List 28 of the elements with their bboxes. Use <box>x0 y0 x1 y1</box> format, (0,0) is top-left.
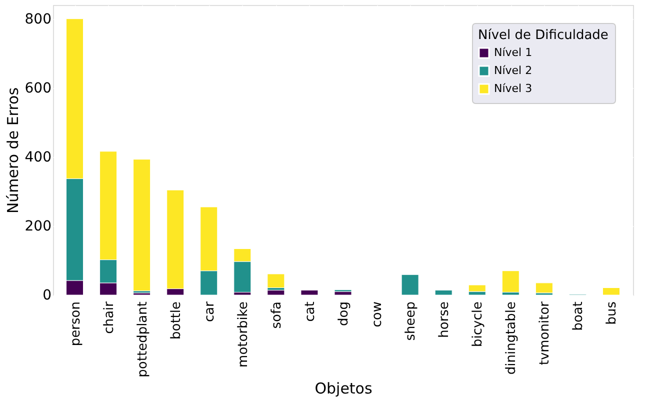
y-axis-title: Número de Erros <box>4 87 22 214</box>
x-tick-label: tvmonitor <box>538 300 553 366</box>
x-tick-label: sofa <box>269 302 284 329</box>
x-tick-label: pottedplant <box>135 302 150 378</box>
x-axis-title: Objetos <box>314 379 372 398</box>
y-tick-label: 200 <box>24 218 52 234</box>
x-tick-label: cat <box>302 302 318 322</box>
y-tick-label: 600 <box>24 80 52 96</box>
y-tick-label: 400 <box>24 149 52 166</box>
y-tick-label: 800 <box>24 11 52 28</box>
legend-label: Nível 1 <box>494 46 532 59</box>
x-tick-label: diningtable <box>504 302 520 375</box>
y-tick-label: 0 <box>42 288 52 304</box>
x-tick-label: bus <box>604 301 620 325</box>
x-tick-label: cow <box>370 301 386 328</box>
x-tick-label: boat <box>571 302 586 331</box>
x-tick-label: bottle <box>168 302 184 340</box>
x-tick-label: bicycle <box>470 302 486 347</box>
x-tick-label: chair <box>102 300 117 334</box>
x-tick-label: sheep <box>404 302 419 341</box>
x-tick-label: car <box>202 300 218 322</box>
legend-label: Nível 2 <box>494 64 532 77</box>
legend-label: Nível 3 <box>494 82 532 95</box>
x-tick-label: person <box>68 302 84 346</box>
legend-title: Nível de Dificuldade <box>478 28 608 43</box>
x-tick-label: horse <box>437 302 452 338</box>
x-tick-label: dog <box>336 302 352 326</box>
x-tick-label: motorbike <box>236 302 251 368</box>
